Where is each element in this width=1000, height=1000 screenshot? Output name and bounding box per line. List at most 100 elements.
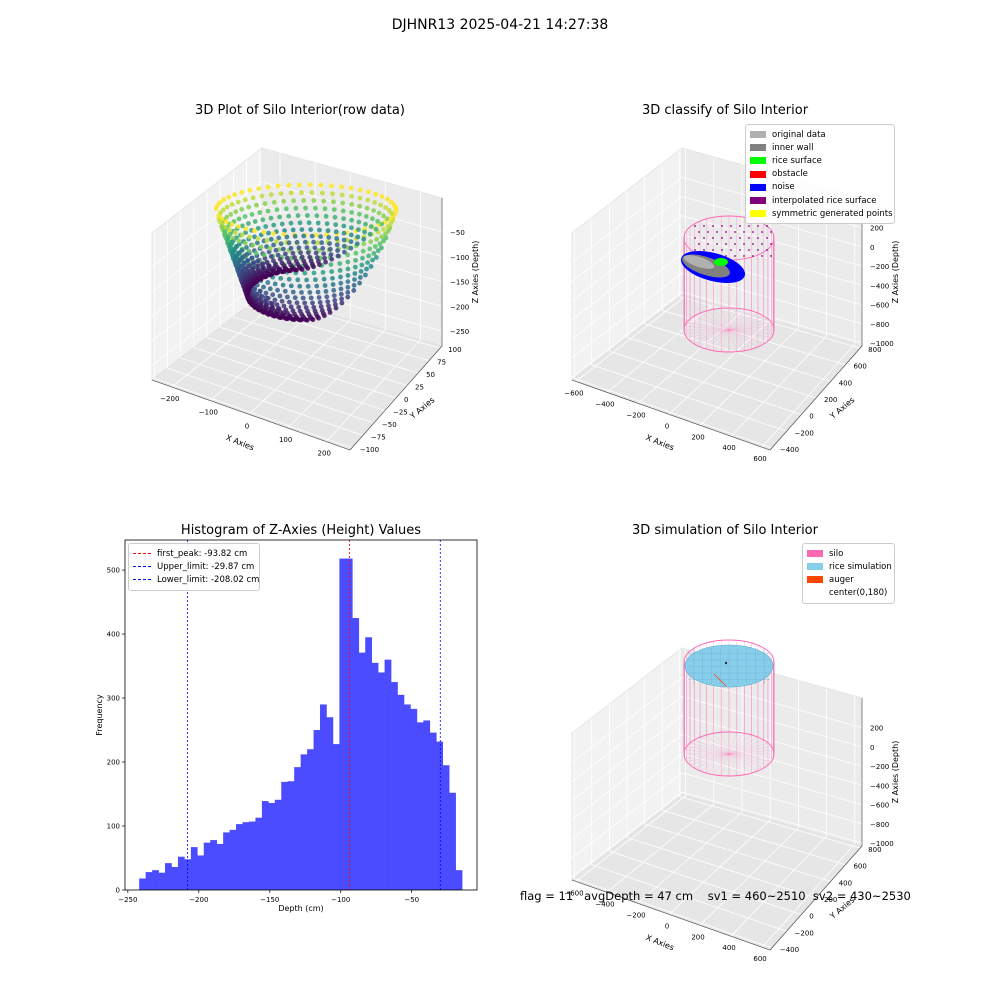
x-axis-label: Depth (cm)	[278, 904, 323, 913]
data-point	[314, 255, 320, 260]
interpolated-point	[739, 249, 741, 251]
interpolated-point	[757, 237, 759, 239]
data-point	[319, 308, 325, 313]
data-point	[332, 298, 338, 303]
data-point	[276, 235, 282, 241]
silo-floor-line	[699, 753, 730, 772]
silo-floor-line	[689, 329, 730, 342]
interpolated-point	[739, 225, 741, 227]
z-tick-label: −200	[870, 763, 889, 771]
data-point	[274, 239, 279, 244]
data-point	[239, 248, 245, 253]
y-tick-label: 0	[809, 413, 813, 421]
data-point	[236, 224, 241, 230]
histogram-bar	[436, 741, 444, 890]
y-gridline	[232, 170, 419, 374]
data-point	[320, 270, 326, 275]
histogram-bar	[423, 720, 431, 890]
histogram-bar	[384, 659, 392, 890]
x-gridline	[761, 196, 856, 448]
interpolated-point	[716, 243, 718, 245]
data-point	[321, 276, 327, 282]
z-tick-label: −200	[870, 263, 889, 271]
data-point	[329, 269, 335, 274]
data-point	[274, 302, 280, 308]
data-point	[239, 206, 245, 212]
data-point	[305, 266, 311, 271]
data-point	[250, 242, 256, 248]
x-tick-label: −250	[118, 896, 137, 904]
data-point	[331, 199, 336, 205]
data-point	[297, 308, 303, 314]
data-point	[260, 217, 266, 223]
data-point	[255, 225, 261, 231]
silo-floor-line	[728, 329, 759, 348]
data-point	[363, 272, 368, 278]
legend-label: Upper_limit: -29.87 cm	[157, 561, 255, 572]
data-point	[298, 250, 303, 256]
silo-floor-line	[728, 742, 769, 755]
data-point	[255, 271, 261, 277]
data-point	[260, 269, 266, 274]
silo-floor-line	[699, 329, 730, 348]
silo-floor-line	[728, 329, 774, 334]
legend-entry: interpolated rice surface	[750, 194, 890, 207]
interpolated-point	[752, 243, 754, 245]
y-tick-label: −50	[382, 421, 397, 429]
data-point	[357, 203, 363, 209]
silo-floor-line	[728, 315, 764, 331]
x-tick-label: 0	[665, 422, 669, 430]
data-point	[335, 253, 341, 259]
data-point	[290, 289, 296, 295]
data-point	[239, 232, 245, 238]
data-point	[286, 213, 292, 219]
data-point	[299, 254, 305, 260]
y-tick-label: 50	[426, 371, 435, 379]
data-point	[368, 224, 374, 230]
data-point	[247, 234, 252, 240]
legend-label: interpolated rice surface	[772, 195, 877, 206]
data-point	[309, 233, 315, 239]
silo-floor-line	[728, 329, 769, 342]
legend-label: rice surface	[772, 155, 822, 166]
data-point	[296, 245, 302, 251]
data-point	[307, 254, 313, 260]
classify-plot-title: 3D classify of Silo Interior	[641, 103, 809, 118]
x-axis-line	[151, 379, 351, 451]
silo-center-marker	[724, 661, 728, 665]
interpolated-point	[752, 231, 754, 233]
interpolated-point	[734, 231, 736, 233]
x-tick-label: −200	[626, 411, 645, 419]
data-point	[341, 237, 347, 243]
data-point	[357, 211, 362, 217]
legend-label: auger	[829, 574, 854, 585]
data-point	[283, 307, 289, 313]
data-point	[288, 220, 294, 226]
silo-floor-line	[694, 329, 730, 345]
data-point	[268, 192, 274, 198]
data-point	[339, 184, 344, 190]
y-tick-label: −100	[360, 446, 379, 454]
x-tick-label: −400	[595, 400, 614, 408]
y-tick-label: 25	[415, 384, 424, 392]
silo-floor-line	[713, 329, 730, 351]
data-point	[373, 191, 379, 197]
data-point	[358, 275, 363, 280]
data-point	[352, 271, 358, 276]
data-point	[220, 207, 226, 213]
legend-swatch	[750, 170, 766, 178]
x-tick-label: 200	[691, 433, 704, 441]
interpolated-point	[770, 231, 772, 233]
data-point	[326, 307, 332, 312]
silo-floor-line	[699, 736, 730, 755]
x-tick-label: −100	[331, 896, 350, 904]
interpolated-point	[698, 231, 700, 233]
silo-floor-line	[699, 312, 730, 331]
interpolated-point	[721, 225, 723, 227]
data-point	[297, 182, 302, 188]
histogram-bar	[294, 767, 301, 890]
data-point	[389, 210, 395, 216]
data-point	[353, 250, 359, 256]
data-point	[334, 242, 340, 248]
data-point	[299, 190, 304, 196]
